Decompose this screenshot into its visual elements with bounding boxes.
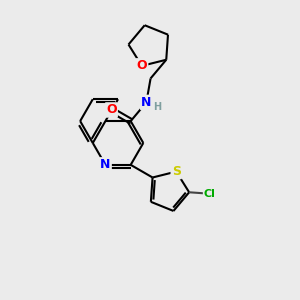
Text: N: N [141,96,152,109]
Text: H: H [154,102,162,112]
Text: Cl: Cl [204,189,216,199]
Text: O: O [136,59,147,72]
Text: N: N [100,158,111,171]
Text: S: S [172,165,181,178]
Text: O: O [106,103,117,116]
